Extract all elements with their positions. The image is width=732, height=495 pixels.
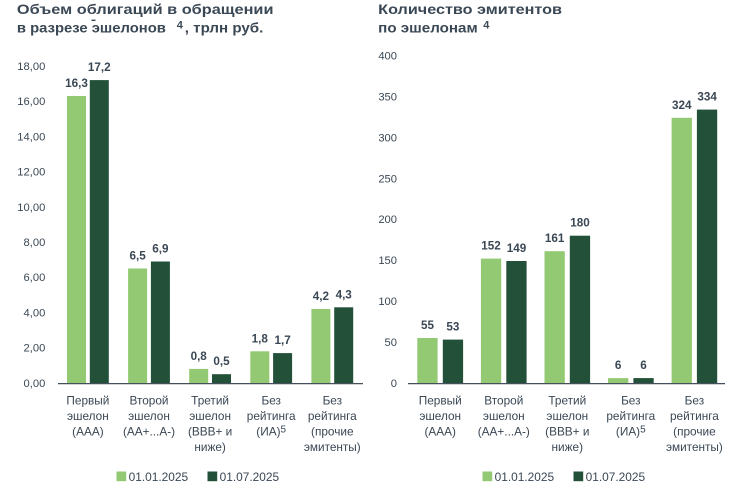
svg-text:16,3: 16,3 [65, 77, 88, 90]
svg-text:01.01.2025: 01.01.2025 [129, 470, 189, 484]
svg-text:эмитенты): эмитенты) [666, 440, 723, 454]
svg-text:(ИА)5: (ИА)5 [256, 425, 286, 439]
svg-text:6,5: 6,5 [129, 250, 146, 263]
svg-text:эмитенты): эмитенты) [304, 440, 361, 454]
svg-text:Третий: Третий [191, 393, 229, 407]
svg-text:рейтинга: рейтинга [670, 409, 719, 423]
svg-text:16,00: 16,00 [17, 96, 45, 108]
svg-text:2,00: 2,00 [24, 343, 46, 355]
svg-text:12,00: 12,00 [17, 167, 45, 179]
svg-text:8,00: 8,00 [24, 237, 46, 249]
svg-text:(ВВВ+ и: (ВВВ+ и [545, 425, 589, 439]
svg-text:1,8: 1,8 [252, 332, 269, 345]
svg-text:4,00: 4,00 [24, 308, 46, 320]
svg-text:эшелон: эшелон [546, 409, 588, 423]
svg-text:Без: Без [323, 393, 342, 407]
svg-text:Первый: Первый [419, 393, 462, 407]
svg-text:100: 100 [378, 296, 397, 308]
svg-text:эшелон: эшелон [483, 409, 525, 423]
svg-text:300: 300 [378, 132, 397, 144]
svg-text:17,2: 17,2 [88, 61, 111, 74]
svg-text:Второй: Второй [129, 393, 168, 407]
svg-text:эшелон: эшелон [189, 409, 231, 423]
svg-text:180: 180 [570, 217, 590, 230]
svg-text:(ААА): (ААА) [72, 425, 104, 439]
svg-text:01.07.2025: 01.07.2025 [586, 470, 646, 484]
svg-text:эшелон: эшелон [67, 409, 109, 423]
svg-text:55: 55 [421, 319, 435, 332]
svg-text:6: 6 [615, 359, 622, 372]
svg-text:рейтинга: рейтинга [606, 409, 655, 423]
svg-text:6,9: 6,9 [152, 243, 169, 256]
svg-text:152: 152 [481, 240, 501, 253]
svg-text:0,00: 0,00 [24, 378, 46, 390]
svg-text:Без: Без [621, 393, 640, 407]
svg-text:ниже): ниже) [552, 440, 584, 454]
svg-text:эшелон: эшелон [128, 409, 170, 423]
svg-text:01.07.2025: 01.07.2025 [220, 470, 280, 484]
svg-text:(ААА): (ААА) [424, 425, 456, 439]
svg-text:Первый: Первый [66, 393, 109, 407]
svg-text:334: 334 [697, 91, 717, 104]
svg-text:Количество эмитентов: Количество эмитентов [378, 2, 562, 17]
svg-text:10,00: 10,00 [17, 202, 45, 214]
svg-text:324: 324 [672, 99, 692, 112]
svg-text:в разрезе эшелонов: в разрезе эшелонов [17, 21, 166, 36]
svg-text:по эшелонам: по эшелонам [378, 21, 478, 36]
svg-text:рейтинга: рейтинга [247, 409, 296, 423]
svg-text:Без: Без [261, 393, 280, 407]
svg-text:161: 161 [545, 232, 565, 245]
svg-text:0,8: 0,8 [191, 350, 208, 363]
svg-text:250: 250 [378, 173, 397, 185]
svg-text:01.01.2025: 01.01.2025 [495, 470, 555, 484]
svg-text:рейтинга: рейтинга [308, 409, 357, 423]
svg-text:4: 4 [483, 19, 490, 31]
svg-text:50: 50 [385, 337, 397, 349]
svg-text:0,5: 0,5 [213, 355, 230, 368]
svg-text:18,00: 18,00 [17, 61, 45, 73]
svg-text:ниже): ниже) [194, 440, 226, 454]
svg-text:53: 53 [446, 321, 460, 334]
svg-text:, трлн руб.: , трлн руб. [185, 21, 264, 36]
svg-text:4: 4 [177, 19, 184, 31]
svg-text:350: 350 [378, 91, 397, 103]
svg-text:400: 400 [378, 51, 397, 63]
svg-text:Второй: Второй [484, 393, 523, 407]
svg-text:(АА+...А-): (АА+...А-) [123, 425, 175, 439]
svg-text:6: 6 [640, 359, 647, 372]
svg-text:6,00: 6,00 [24, 272, 46, 284]
svg-text:1,7: 1,7 [274, 334, 290, 347]
svg-text:149: 149 [507, 242, 527, 255]
svg-text:(прочие: (прочие [673, 425, 716, 439]
svg-text:200: 200 [378, 214, 397, 226]
svg-text:0: 0 [391, 378, 397, 390]
svg-text:эшелон: эшелон [419, 409, 461, 423]
svg-text:4,3: 4,3 [336, 288, 353, 301]
svg-text:Третий: Третий [548, 393, 586, 407]
svg-text:Объем облигаций в обращении: Объем облигаций в обращении [17, 2, 274, 17]
svg-text:150: 150 [378, 255, 397, 267]
svg-text:(АА+...А-): (АА+...А-) [478, 425, 530, 439]
svg-text:(прочие: (прочие [311, 425, 354, 439]
svg-text:4,2: 4,2 [313, 290, 330, 303]
svg-text:(ИА)5: (ИА)5 [616, 425, 646, 439]
svg-text:14,00: 14,00 [17, 131, 45, 143]
svg-text:Без: Без [685, 393, 704, 407]
svg-text:(ВВВ+ и: (ВВВ+ и [188, 425, 232, 439]
